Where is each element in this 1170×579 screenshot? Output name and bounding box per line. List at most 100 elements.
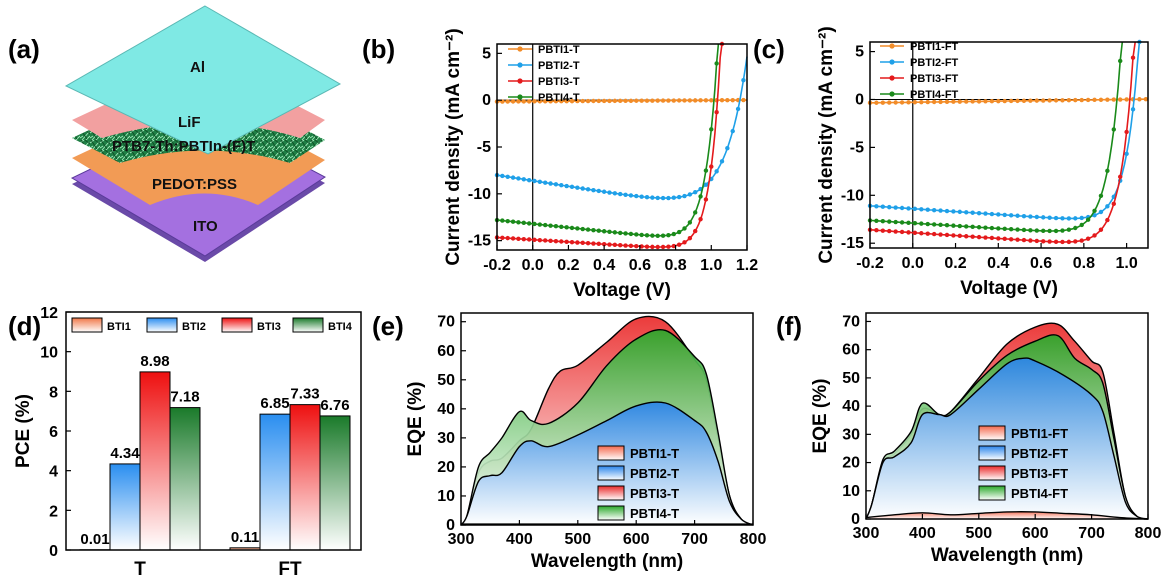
jv-point bbox=[612, 242, 618, 248]
jv-point bbox=[1066, 216, 1072, 221]
y-tick-label: 2 bbox=[49, 503, 58, 520]
jv-point bbox=[957, 209, 963, 215]
jv-point bbox=[925, 221, 930, 227]
jv-point bbox=[983, 211, 988, 216]
jv-point bbox=[725, 146, 730, 151]
jv-point bbox=[505, 235, 510, 241]
jv-point bbox=[996, 236, 1001, 241]
jv-point bbox=[989, 211, 995, 217]
legend-swatch bbox=[978, 485, 1006, 501]
legend-marker bbox=[517, 46, 523, 52]
jv-point bbox=[989, 99, 995, 104]
y-tick-label: 0 bbox=[855, 91, 864, 108]
y-axis-label: Current density (mA cm⁻²) bbox=[816, 26, 837, 263]
jv-point bbox=[893, 229, 898, 234]
jv-point bbox=[1105, 97, 1110, 102]
jv-point bbox=[1028, 214, 1033, 219]
jv-point bbox=[521, 177, 526, 182]
jv-point bbox=[1008, 227, 1014, 232]
jv-point bbox=[510, 219, 516, 224]
jv-point bbox=[1053, 215, 1059, 221]
y-tick-label: 30 bbox=[842, 426, 860, 443]
legend-swatch bbox=[597, 485, 625, 501]
y-tick-label: 20 bbox=[842, 455, 860, 472]
jv-point bbox=[660, 233, 666, 238]
jv-point bbox=[709, 127, 714, 132]
legend-swatch bbox=[978, 465, 1006, 481]
jv-point bbox=[1105, 168, 1110, 174]
y-tick-label: -15 bbox=[468, 233, 491, 250]
jv-point bbox=[559, 98, 564, 104]
jv-point bbox=[1130, 55, 1136, 60]
jv-point bbox=[938, 208, 943, 213]
jv-point bbox=[880, 219, 886, 224]
legend-marker bbox=[889, 91, 895, 97]
legend-marker bbox=[517, 94, 523, 100]
area-PBTI2-T bbox=[461, 402, 753, 525]
jv-point bbox=[957, 99, 963, 104]
legend-label: PBTI2-T bbox=[538, 60, 580, 72]
jv-point bbox=[505, 218, 510, 224]
jv-point bbox=[569, 98, 575, 104]
jv-line bbox=[869, 41, 1124, 232]
jv-point bbox=[516, 220, 521, 225]
y-tick-label: 0 bbox=[446, 517, 455, 534]
jv-point bbox=[1073, 225, 1078, 231]
jv-point bbox=[938, 99, 943, 105]
legend-label: PBTI3-FT bbox=[1011, 466, 1068, 481]
jv-point bbox=[1111, 201, 1116, 207]
jv-point bbox=[628, 243, 634, 249]
jv-point bbox=[996, 226, 1001, 231]
jv-point bbox=[634, 98, 639, 103]
jv-point bbox=[639, 194, 644, 199]
jv-point bbox=[1079, 97, 1084, 103]
jv-point bbox=[912, 206, 918, 212]
jv-point bbox=[880, 100, 886, 105]
jv-point bbox=[580, 186, 585, 191]
y-tick-label: 0 bbox=[49, 543, 58, 560]
jv-point bbox=[1002, 212, 1007, 218]
jv-point bbox=[666, 232, 671, 238]
jv-point bbox=[1008, 237, 1014, 242]
layer-label-active: PTB7-Th:PBTIn-(F)T bbox=[112, 138, 255, 155]
legend-swatch bbox=[146, 317, 178, 333]
jv-point bbox=[682, 240, 687, 245]
jv-point bbox=[644, 244, 650, 249]
y-tick-label: 40 bbox=[437, 401, 455, 418]
jv-point bbox=[559, 224, 564, 229]
jv-point bbox=[628, 231, 634, 237]
jv-point bbox=[693, 189, 698, 195]
jv-point bbox=[951, 99, 956, 104]
jv-point bbox=[983, 99, 988, 104]
jv-chart-ft: -0.2 0.0 0.2 0.4 0.6 0.8 1.0 5 0 -5 -10 -15 Voltage … bbox=[816, 26, 1149, 299]
jv-point bbox=[938, 232, 943, 237]
plot-frame bbox=[869, 41, 1149, 249]
y-tick-label: 10 bbox=[40, 345, 58, 362]
jv-point bbox=[601, 189, 607, 194]
jv-point bbox=[996, 98, 1001, 104]
jv-point bbox=[676, 194, 682, 200]
y-tick-label: 40 bbox=[842, 398, 860, 415]
jv-point bbox=[1098, 227, 1104, 232]
y-tick-label: 50 bbox=[842, 370, 860, 387]
jv-point bbox=[1098, 209, 1104, 215]
jv-point bbox=[650, 244, 655, 250]
bar-value-label: 0.01 bbox=[80, 531, 109, 548]
y-tick-label: 50 bbox=[437, 372, 455, 389]
jv-point bbox=[1015, 227, 1020, 232]
plot-frame bbox=[865, 312, 1149, 520]
jv-point bbox=[1028, 98, 1033, 103]
jv-point bbox=[671, 195, 676, 200]
jv-point bbox=[526, 99, 532, 104]
jv-point bbox=[564, 239, 569, 245]
pce-bar-chart: 0.01 4.34 8.98 7.18 T 0.11 6.857.336.76 FT 0 2 4 6 8… bbox=[13, 305, 362, 579]
jv-point bbox=[569, 225, 575, 231]
jv-point bbox=[703, 182, 709, 187]
series-PBTI3-FT bbox=[867, 41, 1136, 245]
jv-point bbox=[741, 97, 746, 103]
jv-point bbox=[887, 100, 892, 105]
jv-point bbox=[634, 243, 639, 249]
legend-label: BTI4 bbox=[328, 321, 353, 333]
jv-point bbox=[725, 97, 730, 103]
jv-point bbox=[1034, 238, 1040, 244]
